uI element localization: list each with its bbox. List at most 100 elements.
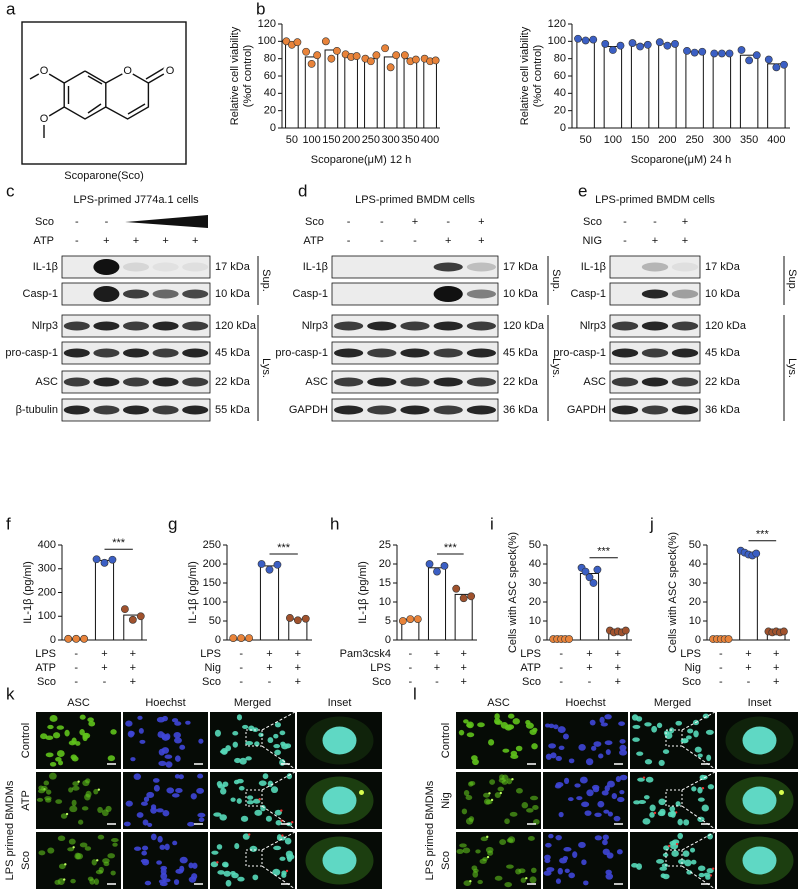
data-point bbox=[710, 49, 719, 58]
treatment-sign: - bbox=[413, 235, 417, 247]
nucleus bbox=[274, 722, 281, 728]
carbonyl bbox=[145, 66, 167, 80]
bar bbox=[576, 39, 595, 129]
micrograph bbox=[123, 832, 208, 889]
blot-row-label: Casp-1 bbox=[293, 288, 328, 300]
y-tick-label: 100 bbox=[258, 35, 276, 47]
treatment-sign: + bbox=[130, 662, 136, 674]
nucleus bbox=[188, 862, 194, 869]
y-tick-label: 200 bbox=[203, 558, 221, 570]
nucleus bbox=[649, 811, 655, 818]
treatment-name: Sco bbox=[372, 676, 391, 688]
nucleus bbox=[604, 740, 613, 746]
nucleus bbox=[475, 849, 481, 854]
nucleus bbox=[285, 743, 292, 749]
nucleus bbox=[179, 856, 188, 864]
nucleus bbox=[267, 780, 274, 788]
compound-name: Scoparone(Sco) bbox=[64, 170, 144, 182]
nucleus bbox=[544, 854, 551, 861]
blot-band bbox=[641, 289, 669, 299]
nucleus bbox=[670, 810, 676, 816]
kda-label: 36 kDa bbox=[705, 404, 741, 416]
nucleus bbox=[690, 847, 696, 853]
zoom-box bbox=[665, 789, 683, 807]
nucleus bbox=[477, 879, 483, 885]
treatment-sign: + bbox=[773, 676, 779, 688]
micrograph bbox=[543, 772, 628, 829]
nucleus bbox=[142, 819, 149, 826]
nucleus bbox=[78, 819, 84, 825]
nucleus bbox=[166, 787, 175, 794]
data-point bbox=[366, 57, 375, 66]
nucleus bbox=[197, 812, 206, 818]
section-label: Sup. bbox=[260, 269, 272, 292]
nucleus bbox=[231, 872, 239, 879]
nucleus bbox=[79, 842, 88, 848]
blot-title: LPS-primed J774a.1 cells bbox=[73, 194, 199, 206]
nucleus bbox=[507, 836, 516, 844]
nucleus bbox=[88, 721, 96, 727]
bar bbox=[324, 49, 339, 129]
blot-band bbox=[152, 262, 179, 272]
blot-band bbox=[367, 348, 397, 358]
nucleus bbox=[605, 869, 612, 875]
nucleus bbox=[576, 796, 583, 801]
data-point bbox=[425, 560, 434, 568]
data-point bbox=[431, 56, 440, 65]
nucleus bbox=[563, 777, 570, 785]
nucleus bbox=[242, 724, 249, 729]
nucleus bbox=[583, 880, 589, 886]
blot-band bbox=[63, 348, 90, 358]
blot-band bbox=[63, 405, 90, 415]
treatment-sign: - bbox=[74, 648, 78, 660]
nucleus bbox=[258, 780, 267, 786]
nucleus bbox=[619, 774, 628, 781]
bar bbox=[712, 52, 732, 129]
nucleus bbox=[67, 847, 75, 852]
treatment-sign: - bbox=[408, 676, 412, 688]
inset-nucleus bbox=[322, 846, 357, 875]
speck bbox=[525, 877, 528, 880]
y-tick-label: 5 bbox=[385, 615, 391, 627]
image-bg bbox=[630, 712, 715, 769]
nucleus bbox=[70, 878, 76, 884]
y-axis-title: IL-1β (pg/ml) bbox=[187, 561, 199, 624]
nucleus bbox=[694, 746, 702, 753]
nucleus bbox=[548, 833, 554, 839]
data-point bbox=[752, 51, 761, 60]
section-label: Lys. bbox=[786, 358, 798, 378]
blot-row-label: IL-1β bbox=[303, 261, 328, 273]
y-tick-label: 40 bbox=[529, 558, 541, 570]
nucleus bbox=[133, 773, 141, 780]
nucleus bbox=[178, 774, 184, 780]
nucleus bbox=[214, 729, 221, 737]
treatment-name: Pam3csk4 bbox=[340, 648, 391, 660]
bar bbox=[123, 614, 143, 641]
nucleus bbox=[707, 784, 715, 790]
blot-band bbox=[671, 405, 699, 415]
panel-letter: k bbox=[6, 684, 15, 703]
speck bbox=[653, 811, 657, 815]
nucleus bbox=[281, 870, 287, 876]
nucleus bbox=[71, 799, 77, 807]
treatment-sign: - bbox=[719, 648, 723, 660]
y-tick-label: 40 bbox=[264, 87, 276, 99]
treatment-sign: - bbox=[623, 216, 627, 228]
blot-row-label: ASC bbox=[305, 376, 328, 388]
nucleus bbox=[480, 836, 488, 842]
treatment-sign: + bbox=[615, 648, 621, 660]
nucleus bbox=[156, 808, 164, 813]
zoom-line bbox=[681, 865, 716, 889]
nucleus bbox=[562, 733, 569, 740]
nucleus bbox=[662, 852, 669, 858]
bar bbox=[403, 58, 418, 129]
blot-band bbox=[122, 289, 150, 299]
kda-label: 120 kDa bbox=[705, 320, 747, 332]
structure bbox=[21, 21, 187, 165]
treatment-sign: + bbox=[586, 648, 592, 660]
nucleus bbox=[273, 744, 281, 749]
row-label: Control bbox=[440, 723, 452, 758]
micrograph bbox=[456, 832, 541, 889]
nucleus bbox=[619, 790, 625, 795]
nucleus bbox=[150, 833, 157, 841]
